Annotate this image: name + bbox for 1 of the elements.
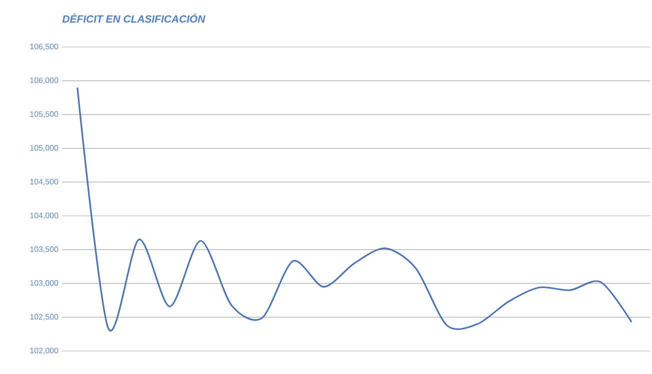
chart-title: DÉFICIT EN CLASIFICACIÓN xyxy=(62,13,206,23)
